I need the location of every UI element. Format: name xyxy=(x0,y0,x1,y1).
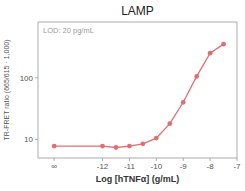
x-tick xyxy=(54,158,55,161)
title: LAMP xyxy=(121,4,154,18)
x-tick-label: -12 xyxy=(97,162,109,171)
y-tick-label: 10 xyxy=(24,135,33,144)
chart: LAMP ∞ -12 -11 -10 -9 -8 -7 10 100 Log [hTNFα] (g/… xyxy=(0,0,245,191)
plot-frame xyxy=(38,22,237,158)
data-point xyxy=(100,144,105,149)
x-tick-label: -11 xyxy=(124,162,136,171)
y-tick-label: 100 xyxy=(20,74,34,83)
x-tick-label: ∞ xyxy=(51,162,57,171)
data-point xyxy=(52,144,57,149)
data-point xyxy=(194,74,199,79)
data-point xyxy=(181,100,186,105)
plot-area xyxy=(52,42,226,150)
x-tick xyxy=(183,158,184,161)
x-tick xyxy=(237,158,238,161)
data-point xyxy=(167,121,172,126)
data-line xyxy=(54,44,223,147)
x-tick-label: -10 xyxy=(151,162,163,171)
x-tick-label: -8 xyxy=(207,162,215,171)
x-tick xyxy=(102,158,103,161)
y-tick xyxy=(35,77,38,78)
y-axis-label: TR-FRET ratio (665/615 · 1,000) xyxy=(3,39,11,140)
y-tick xyxy=(35,139,38,140)
x-tick xyxy=(129,158,130,161)
x-tick-label: -9 xyxy=(180,162,188,171)
x-axis-label: Log [hTNFα] (g/mL) xyxy=(96,174,180,184)
x-tick-label: -7 xyxy=(233,162,241,171)
data-point xyxy=(140,141,145,146)
x-tick xyxy=(156,158,157,161)
x-tick xyxy=(210,158,211,161)
annotation: LOD: 20 pg/mL xyxy=(43,26,94,35)
data-point xyxy=(221,42,226,47)
data-point xyxy=(154,136,159,141)
data-point xyxy=(114,145,119,150)
data-point xyxy=(127,144,132,149)
data-point xyxy=(208,51,213,56)
